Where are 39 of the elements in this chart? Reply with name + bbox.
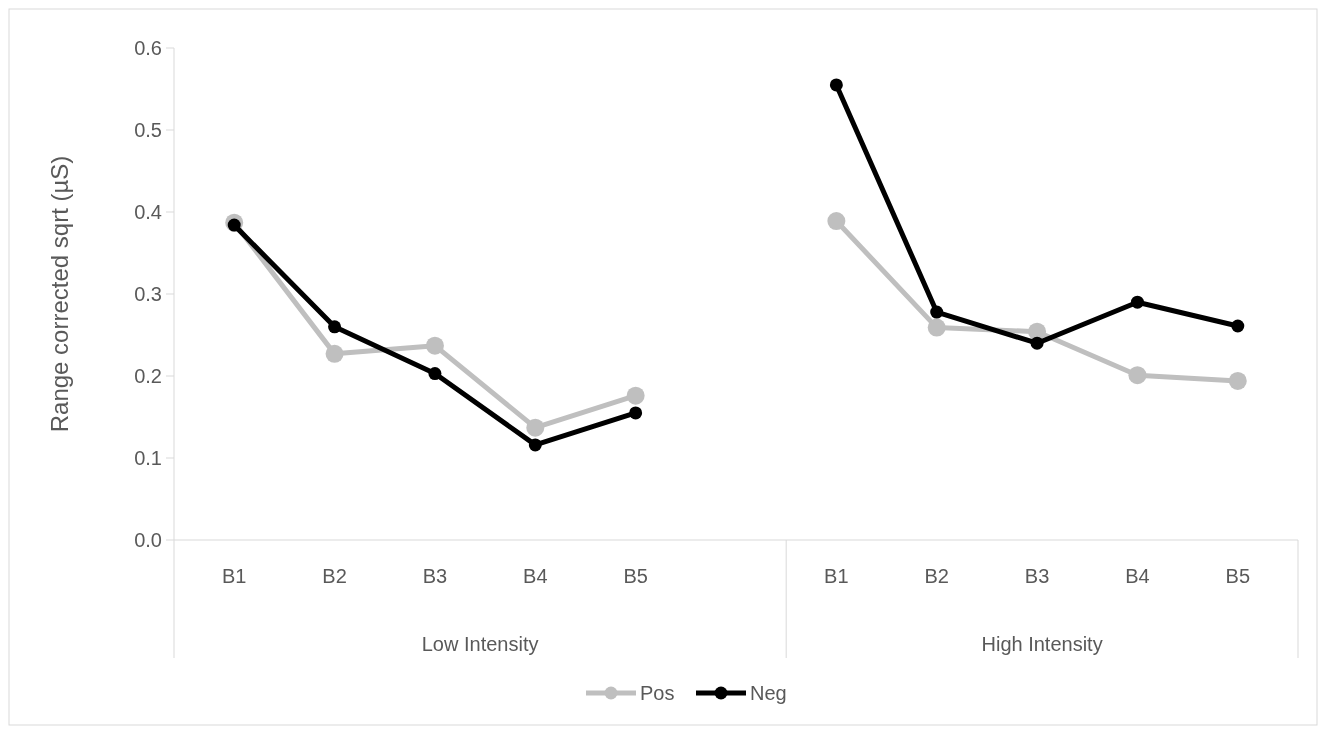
point [1130,295,1144,309]
text: Low Intensity [421,633,539,655]
y-tick-label: 0.5 [134,119,162,141]
point [827,212,846,231]
x-tick-label: B2 [322,565,347,587]
point [629,406,643,420]
point [626,386,645,405]
y-tick-label: 0.2 [134,365,162,387]
x-tick-label: B2 [924,565,949,587]
point [927,318,946,337]
x-tick-label: B4 [523,565,548,587]
point [526,418,545,437]
x-tick-label: B5 [623,565,648,587]
x-tick-label: B3 [422,565,448,587]
point [1228,371,1247,390]
y-tick-label: 0.0 [134,529,162,551]
point [325,344,344,363]
point [930,305,944,319]
x-tick-label: B1 [824,565,849,587]
x-tick-label: B3 [1024,565,1050,587]
y-tick-label: 0.3 [134,283,162,305]
x-tick-label: B4 [1125,565,1150,587]
point [1030,336,1044,350]
legend-label: Pos [640,682,675,704]
point [528,438,542,452]
point [428,367,442,381]
y-tick-label: 0.4 [134,201,162,223]
text: High Intensity [981,633,1103,655]
point [425,336,444,355]
x-tick-label: B5 [1225,565,1251,587]
y-axis-title: Range corrected sqrt (µS) [46,155,73,433]
point [1128,366,1147,385]
legend-label: Neg [750,682,787,704]
y-tick-label: 0.1 [134,447,162,469]
point [1231,319,1245,333]
point [829,78,843,92]
y-tick-label: 0.6 [134,37,162,59]
point [328,320,342,334]
x-tick-label: B1 [221,565,247,587]
